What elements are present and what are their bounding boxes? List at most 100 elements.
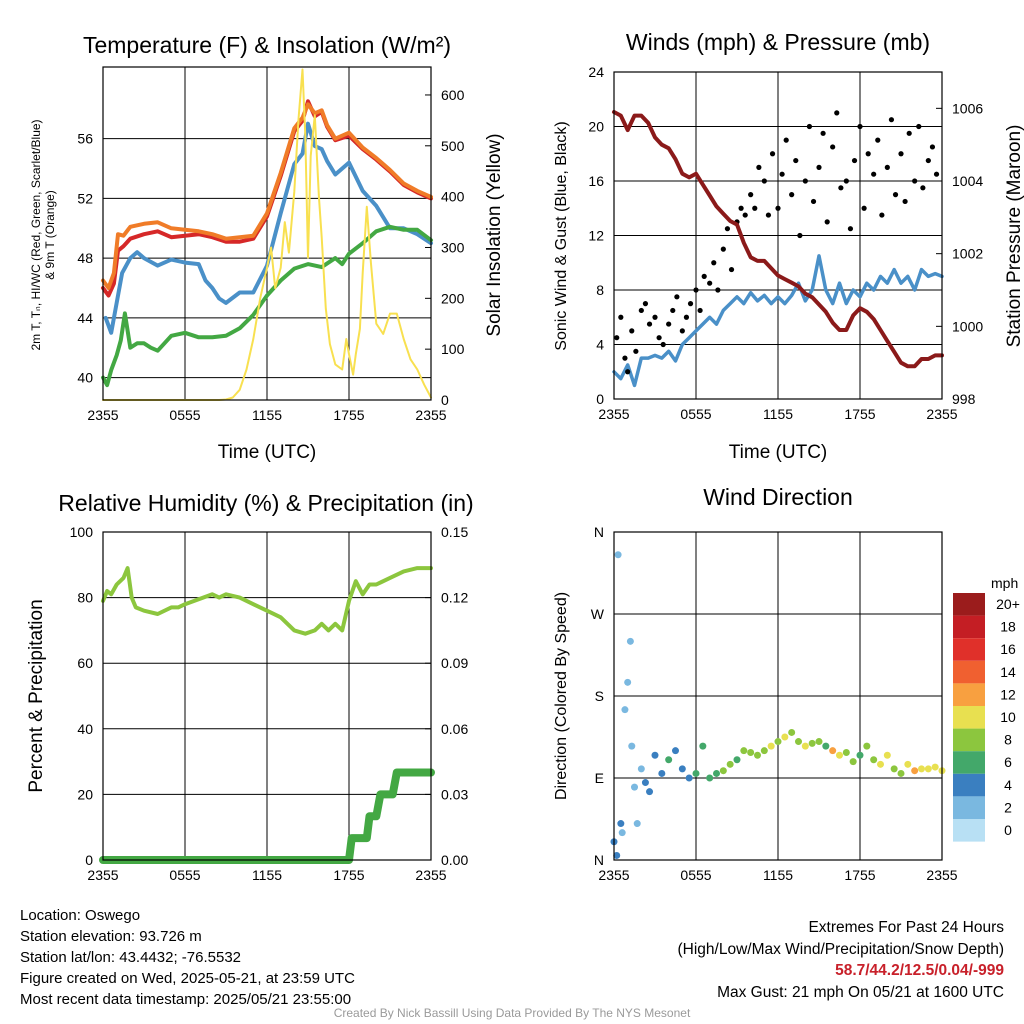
direction-point [726,760,734,768]
x-tick-label: 1755 [844,406,875,422]
direction-point [760,747,768,755]
gust-point [783,137,789,143]
direction-point [747,748,755,756]
gust-point [738,205,744,211]
direction-point [918,765,925,773]
direction-point [692,769,700,777]
temperature-ylabel-line1: 2m T, Tₙ, HI/WC (Red, Green, Scarlet/Blu… [29,119,43,350]
humidity-ylabel: Percent & Precipitation [26,599,47,792]
y-tick-label: S [595,688,604,704]
station-info: Location: Oswego Station elevation: 93.7… [20,905,355,1010]
gust-point [752,205,758,211]
gust-point [660,341,666,348]
direction-point [842,748,850,756]
gust-point [720,246,726,252]
gust-point [697,307,703,314]
y2-tick-label: 998 [952,391,976,407]
direction-point [618,829,626,837]
colorbar-label: 20+ [996,596,1020,612]
gust-point [775,205,781,211]
y2-tick-label: 0.00 [441,852,468,868]
gust-point [618,314,624,320]
plot-frame [102,531,432,861]
colorbar-label: 12 [1000,686,1016,702]
direction-point [658,769,666,777]
y-tick-label: 0 [85,852,93,868]
gust-point [871,171,877,177]
gust-point [802,178,808,184]
gust-point [761,178,767,184]
direction-point [754,751,761,759]
series-line-2m-td [101,224,433,388]
direction-point [890,765,898,773]
gust-point [769,151,776,157]
direction-point [626,637,634,645]
gust-point [693,287,699,293]
direction-panel: Wind Direction Direction (Colored By Spe… [553,484,1020,883]
y-tick-label: 20 [77,786,93,802]
colorbar-swatch [953,683,985,706]
y-tick-label: 12 [588,228,604,244]
gust-point [711,260,717,266]
gust-point [884,164,890,170]
y-tick-label: E [595,770,604,786]
gust-point [622,355,628,361]
direction-point [897,769,905,777]
y2-tick-label: 0.03 [441,786,468,802]
x-tick-label: 2355 [926,867,957,883]
colorbar-swatch [953,593,985,616]
gust-point [742,212,748,218]
direction-point [774,738,782,746]
direction-ylabel: Direction (Colored By Speed) [553,592,570,800]
direction-point [613,851,621,859]
y-tick-label: 56 [77,131,93,147]
gust-point [857,123,863,130]
direction-point [621,706,629,714]
extremes-values: 58.7/44.2/12.5/0.04/-999 [835,962,1004,979]
x-tick-label: 1155 [252,407,282,423]
station-latlon: Station lat/lon: 43.4432; -76.5532 [20,949,242,966]
y-tick-label: 40 [77,721,93,737]
direction-point [646,788,654,796]
colorbar-swatch [953,728,985,752]
y-tick-label: 24 [588,64,604,80]
direction-point [829,747,837,755]
x-tick-label: 0555 [680,867,711,883]
y-tick-label: 80 [77,590,93,606]
direction-point [808,739,816,747]
winds-plot-area: 2355 0555 1155 1755 235504812162024998100010… [588,64,983,422]
x-tick-label: 0555 [169,867,200,883]
direction-point [624,678,632,686]
direction-point [822,742,830,750]
direction-point [733,756,741,764]
series-line-sonic-wind [612,254,944,388]
extremes-title: Extremes For Past 24 Hours [808,919,1004,936]
direction-point [767,742,775,750]
y-tick-label: 4 [596,337,604,353]
temperature-panel: Temperature (F) & Insolation (W/m²) Time… [29,32,505,463]
y2-tick-label: 0.09 [441,655,468,671]
temperature-y2label: Solar Insolation (Yellow) [484,133,505,336]
winds-panel: Winds (mph) & Pressure (mb) Time (UTC) S… [553,29,1024,463]
credit-line: Created By Nick Bassill Using Data Provi… [333,1006,691,1020]
series-line-precipitation [99,768,435,864]
y2-tick-label: 200 [441,290,465,306]
gust-point [793,157,799,164]
gust-point [779,171,785,177]
gust-point [728,266,735,273]
direction-point [665,756,673,764]
winds-ylabel: Sonic Wind & Gust (Blue, Black) [553,121,570,350]
gust-point [765,212,772,218]
gust-point [912,178,918,184]
y-tick-label: 40 [77,370,93,386]
figure-created: Figure created on Wed, 2025-05-21, at 23… [20,970,355,987]
gust-point [834,110,840,116]
y2-tick-label: 600 [441,87,465,103]
gust-point [687,301,694,307]
gust-point [707,280,713,286]
direction-point [651,751,659,759]
y2-tick-label: 100 [441,341,465,357]
humidity-plot-area: 2355 0555 1155 1755 23550204060801000.000.03… [70,524,469,883]
gust-point [847,226,854,232]
gust-point [830,144,836,150]
